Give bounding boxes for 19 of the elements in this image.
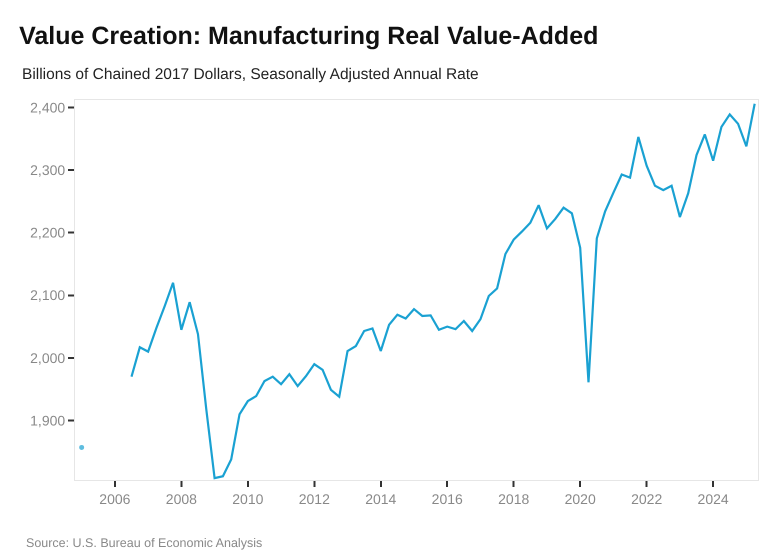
y-tick-label: 2,200 bbox=[30, 224, 66, 241]
x-tick-label: 2022 bbox=[631, 490, 662, 507]
x-tick-label: 2008 bbox=[166, 490, 198, 507]
x-tick-label: 2020 bbox=[564, 490, 596, 507]
y-tick-label: 1,900 bbox=[30, 412, 66, 428]
y-tick-label: 2,100 bbox=[30, 287, 66, 304]
y-tick-label: 2,400 bbox=[30, 99, 66, 116]
x-tick-label: 2010 bbox=[232, 490, 264, 507]
chart-subtitle: Billions of Chained 2017 Dollars, Seasonally Adjusted Annual Rate bbox=[22, 66, 479, 83]
x-tick-label: 2018 bbox=[498, 490, 530, 507]
source-note: Source: U.S. Bureau of Economic Analysis bbox=[26, 536, 262, 550]
x-tick-label: 2024 bbox=[698, 490, 729, 507]
x-tick-label: 2012 bbox=[298, 490, 330, 507]
y-tick-label: 2,000 bbox=[30, 350, 66, 366]
y-tick-label: 2,300 bbox=[30, 162, 66, 178]
x-tick-label: 2016 bbox=[432, 490, 464, 507]
x-tick-label: 2014 bbox=[365, 490, 397, 507]
x-tick-label: 2006 bbox=[99, 490, 131, 507]
chart-title: Value Creation: Manufacturing Real Value-Added bbox=[19, 22, 598, 50]
